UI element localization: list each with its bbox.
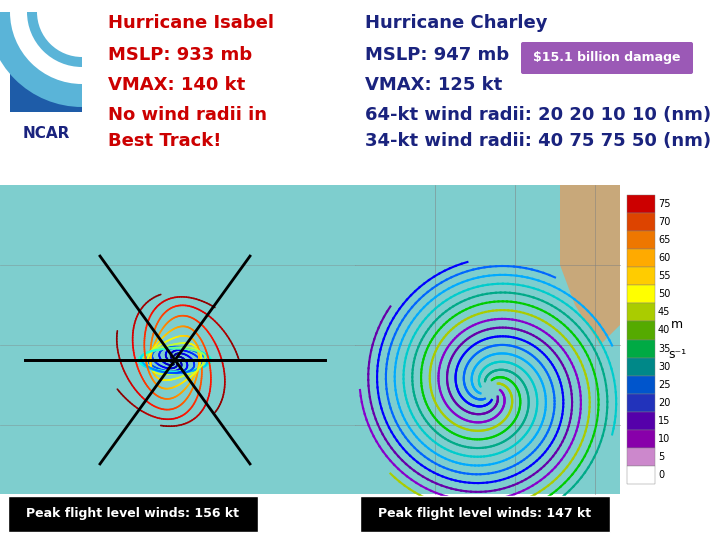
Text: 30: 30 [658,362,670,372]
Bar [627,195,655,213]
Wedge shape [37,12,82,57]
Bar [627,267,655,285]
Bar [8,496,258,532]
Text: 60: 60 [658,253,670,263]
Bar [627,213,655,231]
Text: MSLP: 933 mb: MSLP: 933 mb [108,46,252,64]
Text: 35: 35 [658,343,670,354]
Text: 65: 65 [658,235,670,245]
Text: 15: 15 [658,416,670,426]
Bar [627,430,655,448]
Text: Best Track!: Best Track! [108,132,221,150]
Bar [0,185,355,494]
Bar [627,357,655,376]
Text: 64-kt wind radii: 20 20 10 10 (nm): 64-kt wind radii: 20 20 10 10 (nm) [365,106,711,124]
Bar [627,321,655,340]
Bar [627,376,655,394]
Bar [10,12,82,112]
Text: 34-kt wind radii: 40 75 75 50 (nm): 34-kt wind radii: 40 75 75 50 (nm) [365,132,711,150]
Text: No wind radii in: No wind radii in [108,106,267,124]
Text: 75: 75 [658,199,670,209]
Bar [360,496,610,532]
Text: Peak flight level winds: 147 kt: Peak flight level winds: 147 kt [379,508,592,521]
Bar [627,285,655,303]
Text: 50: 50 [658,289,670,299]
Text: 20: 20 [658,398,670,408]
Text: NCAR: NCAR [22,126,70,141]
Bar [627,340,655,357]
Text: Hurricane Charley: Hurricane Charley [365,14,547,32]
Bar [627,303,655,321]
Text: m: m [671,318,683,331]
Text: 55: 55 [658,271,670,281]
Bar [627,249,655,267]
Bar [355,185,620,494]
Text: Hurricane Isabel: Hurricane Isabel [108,14,274,32]
Text: 70: 70 [658,217,670,227]
Wedge shape [10,12,82,84]
Polygon shape [560,185,620,345]
Text: Peak flight level winds: 156 kt: Peak flight level winds: 156 kt [27,508,240,521]
Text: 0: 0 [658,470,664,480]
Bar [627,231,655,249]
Text: 5: 5 [658,452,665,462]
Text: VMAX: 140 kt: VMAX: 140 kt [108,76,246,94]
Bar [627,448,655,466]
Bar [627,394,655,411]
Wedge shape [27,12,82,67]
Text: MSLP: 947 mb: MSLP: 947 mb [365,46,509,64]
Text: 45: 45 [658,307,670,318]
Wedge shape [0,12,82,107]
Text: 40: 40 [658,326,670,335]
Bar [627,411,655,430]
FancyBboxPatch shape [521,42,693,74]
Text: s⁻¹: s⁻¹ [668,348,686,361]
Text: $15.1 billion damage: $15.1 billion damage [534,51,680,64]
Text: VMAX: 125 kt: VMAX: 125 kt [365,76,503,94]
Bar [627,466,655,484]
Bar [0,0,720,185]
Text: 10: 10 [658,434,670,444]
Text: 25: 25 [658,380,670,390]
